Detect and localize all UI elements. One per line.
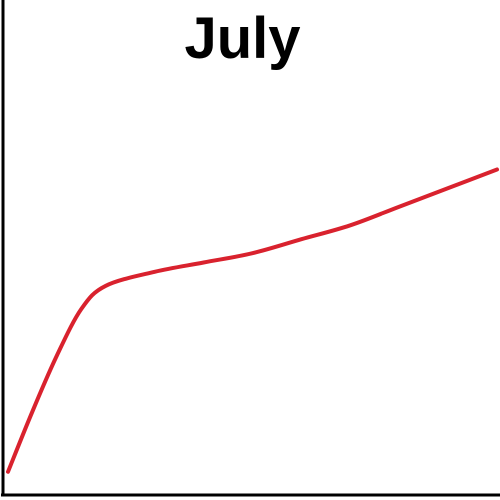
chart-title: July (184, 6, 301, 71)
series-line-0 (6, 167, 499, 474)
